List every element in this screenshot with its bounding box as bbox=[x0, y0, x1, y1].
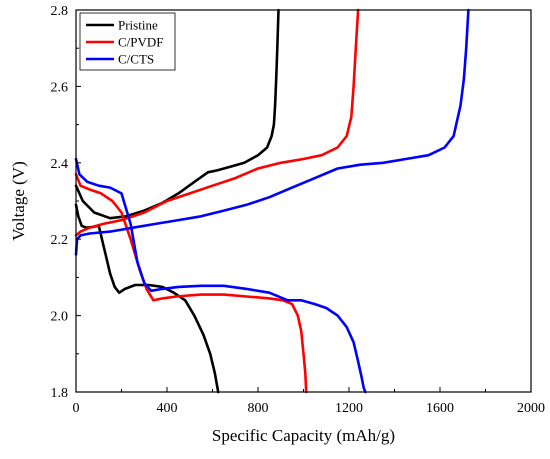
curves-layer bbox=[74, 8, 470, 394]
y-tick-label: 2.8 bbox=[51, 4, 69, 19]
series-2-discharge-curve bbox=[74, 157, 367, 394]
x-tick-label: 400 bbox=[157, 401, 178, 416]
legend: Pristine C/PVDF C/CTS bbox=[79, 12, 176, 71]
y-tick-label: 1.8 bbox=[51, 386, 69, 401]
legend-label: C/PVDF bbox=[118, 35, 164, 50]
legend-label: Pristine bbox=[118, 18, 158, 33]
ticks-layer: 0 400 800 1200 1600 2000 1.8 2.0 2.2 2.4 2.6 2.8 bbox=[51, 4, 546, 416]
x-tick-label: 2000 bbox=[517, 401, 545, 416]
series-1-charge-curve bbox=[74, 8, 360, 237]
legend-label: C/CTS bbox=[118, 52, 154, 67]
y-axis-title: Voltage (V) bbox=[9, 161, 28, 240]
series-0-charge-curve bbox=[74, 8, 280, 220]
y-tick-label: 2.2 bbox=[51, 233, 69, 248]
x-tick-label: 0 bbox=[73, 401, 80, 416]
y-tick-label: 2.4 bbox=[51, 157, 69, 172]
series-1-discharge-curve bbox=[74, 173, 308, 394]
x-tick-label: 1600 bbox=[426, 401, 454, 416]
x-axis-title: Specific Capacity (mAh/g) bbox=[212, 426, 395, 445]
y-tick-label: 2.0 bbox=[51, 310, 69, 325]
series-2-charge-curve bbox=[74, 8, 470, 256]
x-tick-label: 1200 bbox=[335, 401, 363, 416]
y-tick-label: 2.6 bbox=[51, 80, 69, 95]
x-tick-label: 800 bbox=[248, 401, 269, 416]
